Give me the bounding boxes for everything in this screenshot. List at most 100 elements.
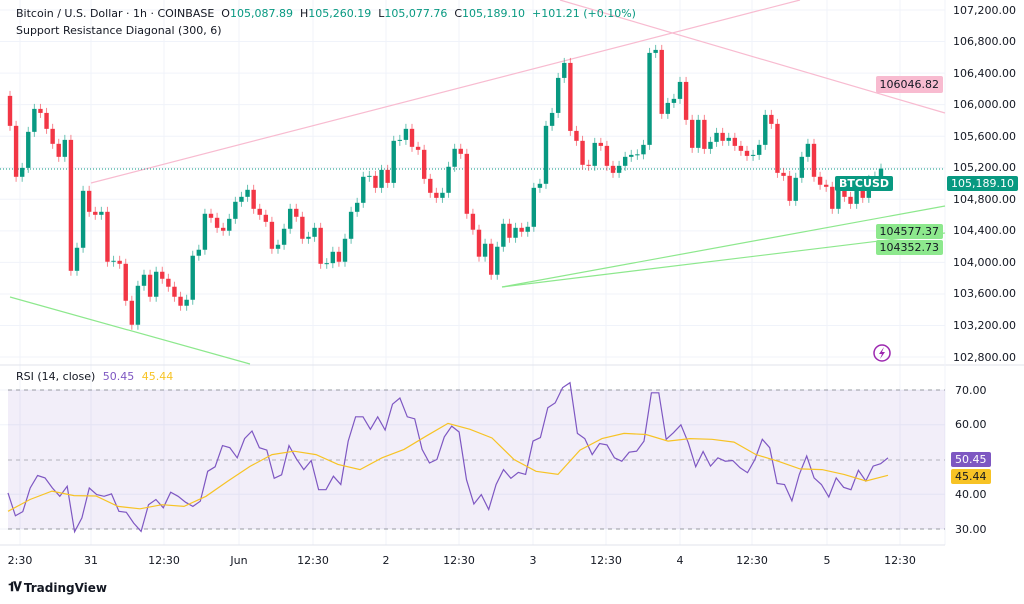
candle-body xyxy=(324,263,329,265)
tradingview-logo-icon: 𝟏𝐕 xyxy=(8,580,22,595)
candle xyxy=(245,184,250,202)
candle xyxy=(817,171,823,190)
candle xyxy=(848,191,853,209)
indicator-legend[interactable]: Support Resistance Diagonal (300, 6) xyxy=(16,24,222,37)
candle-body xyxy=(665,102,671,114)
candle-body xyxy=(196,249,202,256)
resistance-line-falling[interactable] xyxy=(559,0,946,114)
price-tick-label: 102,800.00 xyxy=(953,350,1016,364)
candle-body xyxy=(367,175,372,177)
close-label: C xyxy=(454,7,463,20)
candle xyxy=(531,182,537,232)
time-tick-label: 12:30 xyxy=(443,554,475,567)
support-label-2[interactable]: 104352.73 xyxy=(875,240,943,255)
candle-body xyxy=(488,243,494,275)
candle-body xyxy=(7,95,13,126)
candle xyxy=(574,125,579,146)
rsi-legend[interactable]: RSI (14, close) 50.45 45.44 xyxy=(16,370,173,383)
candle xyxy=(160,266,165,284)
candle-body xyxy=(80,190,86,248)
candle-body xyxy=(519,227,524,232)
candle-body xyxy=(452,148,457,167)
candle xyxy=(428,173,433,198)
candle-body xyxy=(726,137,731,141)
candle-body xyxy=(348,211,354,239)
candle-body xyxy=(446,166,451,193)
candle xyxy=(7,90,13,131)
rsi-value: 50.45 xyxy=(102,370,135,383)
lightning-icon[interactable] xyxy=(873,344,891,362)
candle-body xyxy=(361,176,366,203)
candle-body xyxy=(275,244,281,249)
candle-body xyxy=(391,140,396,183)
candle xyxy=(464,148,470,219)
support-line-upper[interactable] xyxy=(501,205,946,288)
candle xyxy=(671,93,677,108)
candle-body xyxy=(93,211,98,215)
candle-body xyxy=(501,223,506,247)
candle-body xyxy=(220,227,226,231)
candles xyxy=(7,44,884,330)
candle xyxy=(781,167,786,181)
candle xyxy=(647,47,652,150)
candle-body xyxy=(233,201,238,219)
candle-body xyxy=(354,202,360,212)
price-tick-label: 106,800.00 xyxy=(953,35,1016,48)
support-label-1[interactable]: 104577.37 xyxy=(875,224,943,239)
candle xyxy=(208,208,214,223)
candle-body xyxy=(836,184,841,209)
candle xyxy=(434,187,439,203)
candle-body xyxy=(696,119,701,148)
symbol-ohlc-row[interactable]: Bitcoin / U.S. Dollar · 1h · COINBASE O1… xyxy=(16,5,636,22)
candle-body xyxy=(470,213,476,230)
candle-body xyxy=(86,190,92,212)
candle xyxy=(294,203,299,222)
candle xyxy=(653,44,658,58)
tradingview-logo[interactable]: 𝟏𝐕 TradingView xyxy=(8,580,107,595)
candle-body xyxy=(434,192,439,198)
candle-body xyxy=(744,150,750,156)
candle xyxy=(318,222,323,269)
candle xyxy=(68,134,74,276)
candle xyxy=(635,149,640,160)
candle-body xyxy=(647,52,652,145)
support-line-lower[interactable] xyxy=(501,232,946,288)
candle xyxy=(214,212,220,233)
candle xyxy=(555,72,561,118)
candle-body xyxy=(166,278,171,287)
candle xyxy=(227,213,232,236)
resistance-line-rising[interactable] xyxy=(90,0,801,184)
candle xyxy=(281,223,287,250)
candle xyxy=(385,164,390,188)
candle xyxy=(501,218,506,252)
candle-body xyxy=(854,181,859,204)
rsi-lines xyxy=(7,381,889,534)
candle-body xyxy=(153,271,159,297)
candle xyxy=(543,120,549,189)
candle-body xyxy=(428,178,433,193)
candle-body xyxy=(68,139,74,271)
candle-body xyxy=(50,128,55,144)
candle xyxy=(342,233,348,267)
candle-body xyxy=(537,183,543,188)
support-line-falling[interactable] xyxy=(9,296,251,365)
candle-body xyxy=(56,143,61,157)
candle xyxy=(714,127,719,147)
candle xyxy=(750,149,756,161)
candle-body xyxy=(610,165,616,173)
candle xyxy=(720,127,725,146)
rsi-ma-value: 45.44 xyxy=(141,370,174,383)
candle-body xyxy=(373,175,378,188)
candle xyxy=(604,140,610,171)
rsi-value-badge: 50.45 xyxy=(951,452,991,467)
candle-body xyxy=(689,119,695,148)
candle-body xyxy=(580,140,585,165)
candle-body xyxy=(830,186,835,209)
candle-body xyxy=(653,49,658,53)
candle-body xyxy=(568,62,573,131)
resistance-label[interactable]: 106046.82 xyxy=(875,76,943,93)
candle-body xyxy=(732,137,738,146)
candle-body xyxy=(878,168,884,177)
time-tick-label: 3 xyxy=(529,554,537,567)
